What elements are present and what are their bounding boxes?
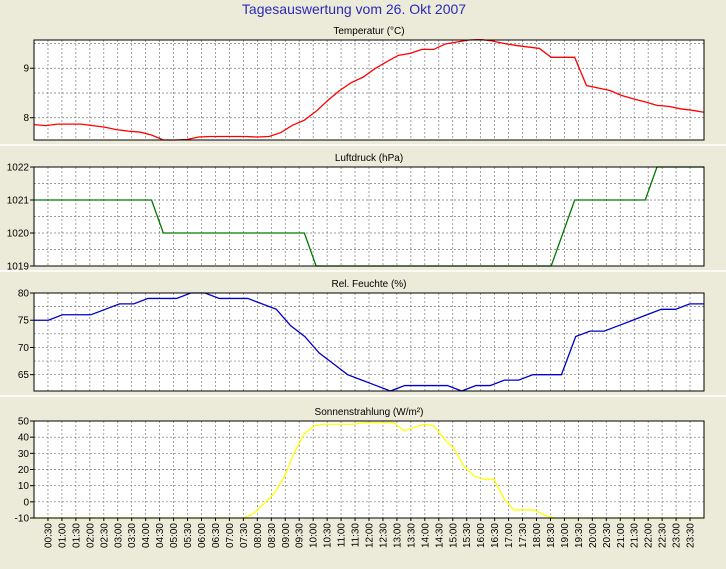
- x-tick-label: 06:30: [211, 523, 222, 548]
- y-tick-label: 8: [23, 113, 29, 124]
- x-tick-label: 11:30: [351, 523, 362, 548]
- x-tick-label: 10:30: [323, 523, 334, 548]
- y-tick-label: 1022: [7, 163, 30, 174]
- y-tick-label: 1021: [7, 196, 30, 207]
- x-tick-label: 05:00: [169, 523, 180, 548]
- panel-title: Temperatur (°C): [333, 26, 404, 37]
- x-tick-label: 23:00: [672, 523, 683, 548]
- x-tick-label: 10:00: [309, 523, 320, 548]
- y-tick-label: 50: [18, 417, 30, 428]
- x-tick-label: 09:00: [281, 523, 292, 548]
- page-title: Tagesauswertung vom 26. Okt 2007: [242, 1, 466, 17]
- y-tick-label: 65: [18, 370, 30, 381]
- x-tick-label: 19:30: [574, 523, 585, 548]
- x-tick-label: 21:30: [630, 523, 641, 548]
- x-tick-label: 13:00: [392, 523, 403, 548]
- x-tick-label: 14:30: [434, 523, 445, 548]
- series-line: [34, 39, 704, 141]
- series-line: [34, 292, 704, 392]
- x-tick-label: 17:30: [518, 523, 529, 548]
- x-tick-label: 09:30: [295, 523, 306, 548]
- plot-border: [33, 292, 705, 392]
- x-tick-label: 12:30: [378, 523, 389, 548]
- y-tick-label: 9: [23, 64, 29, 75]
- x-tick-label: 02:00: [85, 523, 96, 548]
- x-tick-label: 04:00: [141, 523, 152, 548]
- x-tick-label: 14:00: [420, 523, 431, 548]
- x-tick-label: 17:00: [504, 523, 515, 548]
- panel-title: Luftdruck (hPa): [335, 153, 403, 164]
- x-tick-label: 07:30: [239, 523, 250, 548]
- x-tick-label: 22:30: [658, 523, 669, 548]
- x-tick-label: 08:30: [267, 523, 278, 548]
- y-tick-label: 80: [18, 289, 30, 300]
- x-tick-label: 02:30: [99, 523, 110, 548]
- y-tick-label: 40: [18, 433, 30, 444]
- x-tick-label: 03:30: [127, 523, 138, 548]
- y-tick-label: 1019: [7, 262, 30, 273]
- y-tick-label: -10: [15, 514, 30, 525]
- x-tick-label: 01:00: [57, 523, 68, 548]
- x-tick-label: 05:30: [183, 523, 194, 548]
- panel-title: Rel. Feuchte (%): [331, 279, 406, 290]
- y-tick-label: 75: [18, 316, 30, 327]
- x-tick-label: 12:00: [365, 523, 376, 548]
- x-tick-label: 00:30: [43, 523, 54, 548]
- x-tick-label: 06:00: [197, 523, 208, 548]
- x-tick-label: 01:30: [71, 523, 82, 548]
- x-tick-label: 08:00: [253, 523, 264, 548]
- y-tick-label: 70: [18, 343, 30, 354]
- x-tick-label: 16:00: [476, 523, 487, 548]
- y-tick-label: 30: [18, 449, 30, 460]
- x-tick-label: 18:30: [546, 523, 557, 548]
- x-tick-label: 04:30: [155, 523, 166, 548]
- x-tick-label: 11:00: [337, 523, 348, 548]
- y-tick-label: 0: [23, 497, 29, 508]
- x-tick-label: 20:30: [602, 523, 613, 548]
- x-tick-label: 20:00: [588, 523, 599, 548]
- x-tick-label: 18:00: [532, 523, 543, 548]
- x-tick-label: 15:00: [448, 523, 459, 548]
- x-tick-label: 19:00: [560, 523, 571, 548]
- x-tick-label: 21:00: [616, 523, 627, 548]
- x-tick-label: 16:30: [490, 523, 501, 548]
- x-tick-label: 22:00: [644, 523, 655, 548]
- x-tick-label: 23:30: [686, 523, 697, 548]
- plot-border: [33, 166, 705, 267]
- x-tick-label: 03:00: [113, 523, 124, 548]
- panel-title: Sonnenstrahlung (W/m²): [315, 407, 424, 418]
- y-tick-label: 1020: [7, 229, 30, 240]
- x-tick-label: 15:30: [462, 523, 473, 548]
- y-tick-label: 10: [18, 481, 30, 492]
- x-tick-label: 13:30: [406, 523, 417, 548]
- x-tick-label: 07:00: [225, 523, 236, 548]
- y-tick-label: 20: [18, 465, 30, 476]
- plot-border: [33, 39, 705, 141]
